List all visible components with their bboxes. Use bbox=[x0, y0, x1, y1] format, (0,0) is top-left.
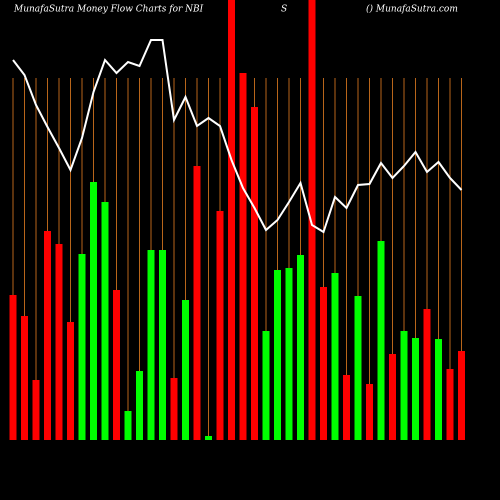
bar bbox=[124, 411, 132, 440]
money-flow-line bbox=[12, 39, 463, 234]
bar bbox=[159, 250, 166, 440]
bar bbox=[216, 211, 224, 440]
bar bbox=[274, 270, 281, 440]
bar bbox=[308, 0, 316, 440]
bar bbox=[101, 202, 109, 440]
bar bbox=[458, 351, 465, 440]
bar bbox=[136, 371, 143, 440]
bar bbox=[377, 241, 385, 440]
bar bbox=[90, 182, 97, 440]
chart-subtitle: S bbox=[281, 5, 287, 15]
bar bbox=[67, 322, 74, 440]
bar bbox=[297, 255, 304, 440]
bar bbox=[251, 107, 258, 440]
bar bbox=[147, 250, 155, 440]
bar bbox=[9, 295, 17, 440]
bar bbox=[412, 338, 419, 440]
bar bbox=[389, 354, 396, 440]
bar bbox=[320, 287, 327, 440]
bar bbox=[285, 268, 293, 440]
source: () MunafaSutra.com bbox=[366, 4, 458, 15]
bar bbox=[170, 378, 178, 440]
bar bbox=[400, 331, 408, 440]
bar bbox=[343, 375, 350, 440]
bar bbox=[193, 166, 201, 440]
bar bbox=[228, 0, 235, 440]
bar bbox=[113, 290, 120, 440]
bar bbox=[239, 73, 247, 440]
bar bbox=[205, 436, 212, 440]
bar bbox=[44, 231, 51, 440]
bar bbox=[21, 316, 28, 440]
bar bbox=[32, 380, 40, 440]
bar bbox=[354, 296, 362, 440]
bar bbox=[435, 339, 442, 440]
chart-title: MunafaSutra Money Flow Charts for NBI bbox=[13, 5, 204, 15]
bar bbox=[78, 254, 86, 440]
bar bbox=[262, 331, 270, 440]
bar bbox=[331, 273, 339, 440]
bar bbox=[423, 309, 431, 440]
bar bbox=[55, 244, 63, 440]
bar bbox=[182, 300, 189, 440]
bar bbox=[446, 369, 454, 440]
bar bbox=[366, 384, 373, 440]
